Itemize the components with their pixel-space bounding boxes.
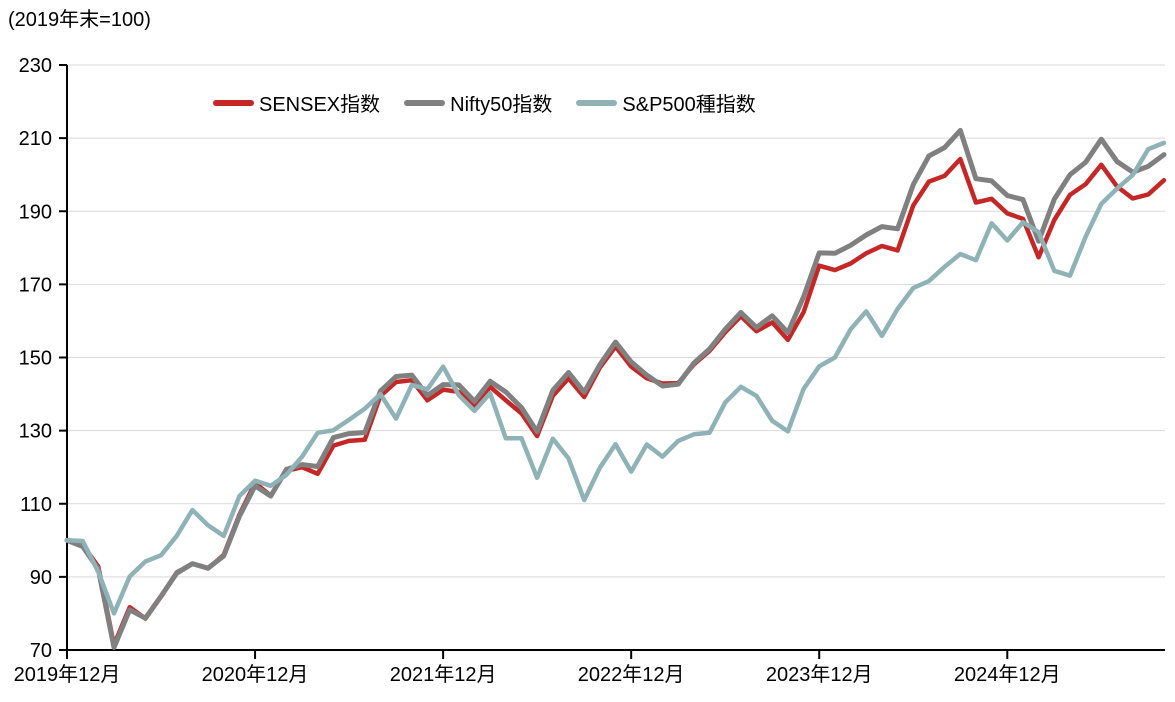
y-tick-label: 190 bbox=[19, 201, 52, 223]
sp500-line-swatch-icon bbox=[576, 99, 618, 106]
legend-label-sp500: S&P500種指数 bbox=[622, 94, 756, 116]
series-line-sp500 bbox=[64, 140, 1167, 616]
y-tick-label: 150 bbox=[19, 348, 52, 370]
x-tick-label: 2024年12月 bbox=[954, 663, 1061, 686]
legend-item-nifty50: Nifty50指数 bbox=[404, 88, 552, 117]
nifty50-line-swatch-icon bbox=[404, 99, 446, 106]
x-tick-label: 2023年12月 bbox=[766, 663, 873, 686]
x-tick-label: 2020年12月 bbox=[202, 663, 309, 686]
legend-item-sp500: S&P500種指数 bbox=[576, 88, 756, 117]
y-tick-label: 230 bbox=[19, 55, 52, 77]
y-tick-label: 70 bbox=[30, 640, 52, 662]
chart-title: (2019年末=100) bbox=[8, 9, 151, 31]
legend: SENSEX指数 Nifty50指数 S&P500種指数 bbox=[213, 88, 756, 117]
legend-label-nifty50: Nifty50指数 bbox=[450, 94, 553, 116]
x-tick-label: 2021年12月 bbox=[390, 663, 497, 686]
x-tick-label: 2022年12月 bbox=[578, 663, 685, 686]
legend-item-sensex: SENSEX指数 bbox=[213, 88, 380, 117]
y-tick-label: 170 bbox=[19, 274, 52, 296]
y-tick-label: 110 bbox=[20, 494, 52, 516]
x-tick-label: 2019年12月 bbox=[14, 663, 121, 686]
sensex-line-swatch-icon bbox=[213, 99, 254, 106]
series-line-nifty50 bbox=[64, 127, 1167, 650]
y-tick-label: 90 bbox=[30, 567, 52, 589]
y-tick-label: 210 bbox=[19, 128, 52, 150]
legend-label-sensex: SENSEX指数 bbox=[259, 94, 381, 116]
y-tick-label: 130 bbox=[19, 421, 52, 443]
